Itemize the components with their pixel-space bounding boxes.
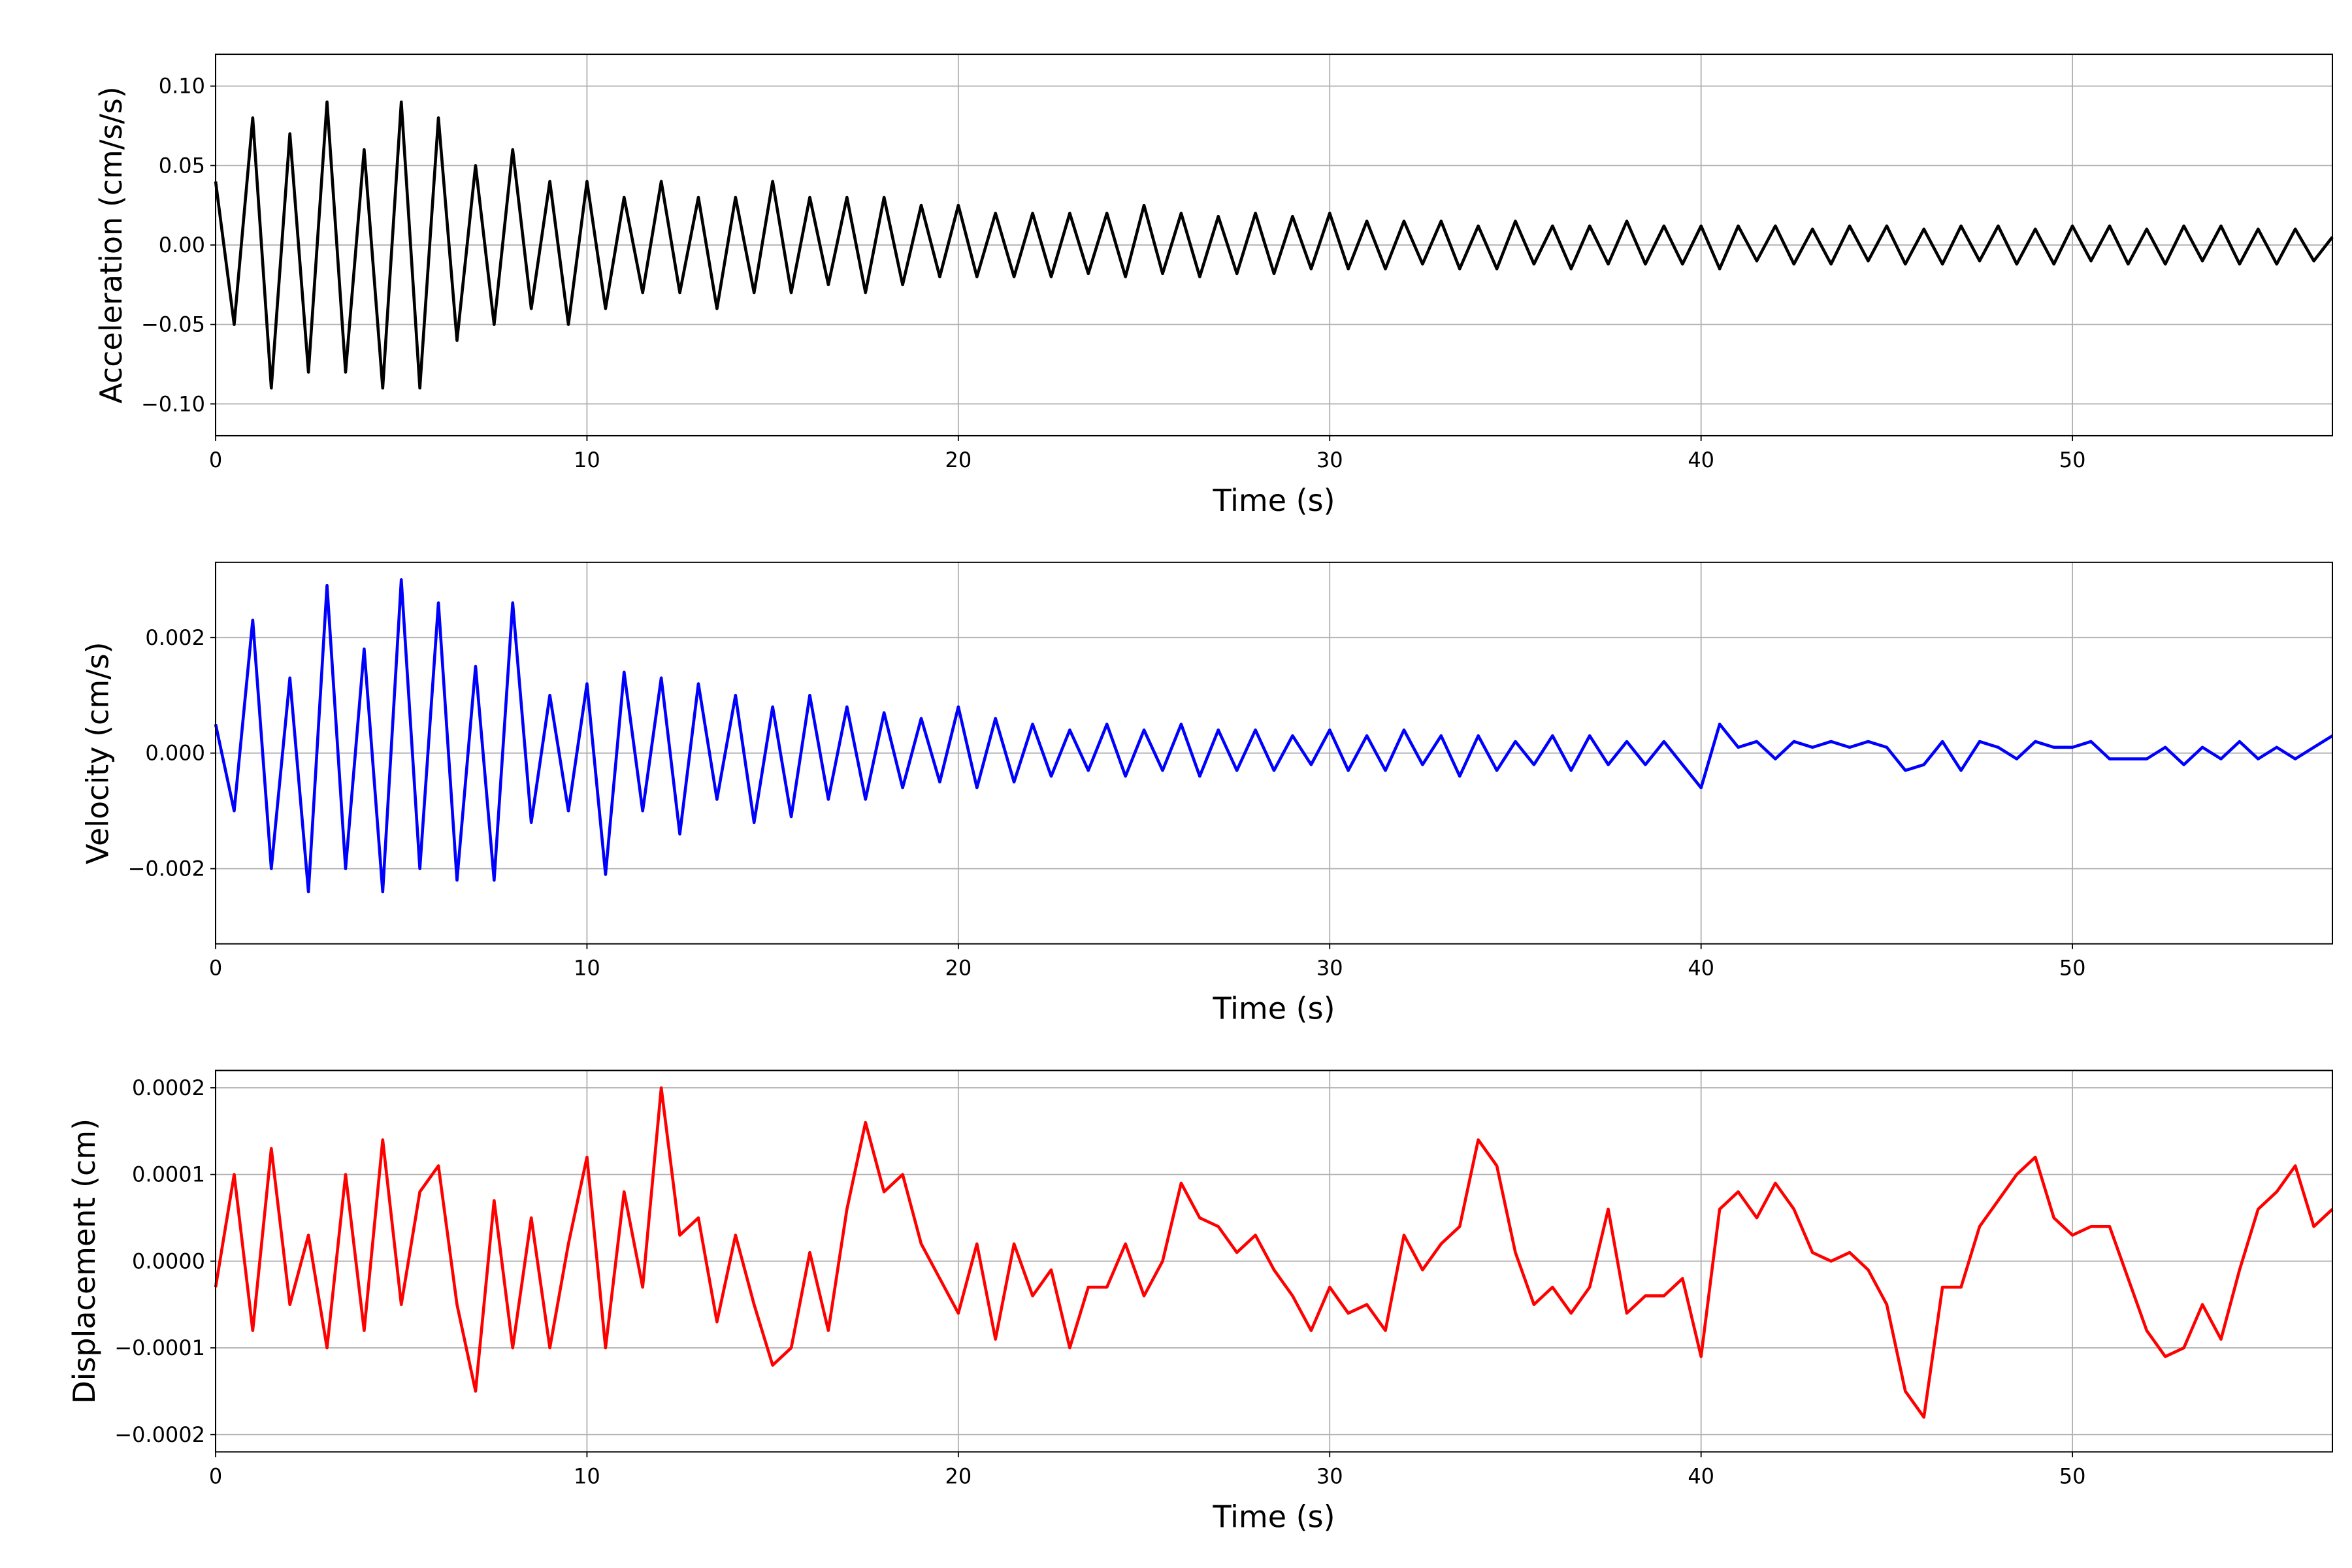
y-tick-label: 0.000 xyxy=(145,741,205,766)
x-tick-label: 0 xyxy=(209,448,222,472)
x-tick-label: 10 xyxy=(574,448,600,472)
data-line xyxy=(214,578,2334,894)
x-tick-label: 30 xyxy=(1316,448,1343,472)
y-tick-label: −0.05 xyxy=(141,312,205,337)
x-tick-label: 20 xyxy=(945,1463,972,1488)
data-line xyxy=(214,1086,2334,1419)
x-axis-label: Time (s) xyxy=(1212,483,1335,518)
y-axis-label: Displacement (cm) xyxy=(67,1119,102,1404)
x-tick-label: 20 xyxy=(945,448,972,472)
x-tick-label: 50 xyxy=(2059,1463,2086,1488)
plot-frame xyxy=(215,1070,2333,1453)
x-tick-label: 20 xyxy=(945,956,972,981)
y-tick-label: −0.0002 xyxy=(114,1422,205,1447)
y-tick-label: 0.0000 xyxy=(132,1249,205,1273)
x-tick-label: 40 xyxy=(1688,448,1714,472)
y-axis-label: Acceleration (cm/s/s) xyxy=(93,86,129,403)
x-tick-label: 10 xyxy=(574,956,600,981)
x-axis-label: Time (s) xyxy=(1212,1499,1335,1534)
y-tick-label: 0.10 xyxy=(159,74,205,99)
x-tick-label: 30 xyxy=(1316,1463,1343,1488)
y-tick-label: −0.002 xyxy=(128,857,205,881)
y-tick-label: 0.00 xyxy=(159,233,205,257)
y-tick-label: 0.05 xyxy=(159,153,205,178)
plot-frame xyxy=(215,54,2333,436)
x-tick-label: 10 xyxy=(574,1463,600,1488)
data-line xyxy=(214,100,2334,390)
plot-frame xyxy=(215,561,2333,945)
y-tick-label: −0.0001 xyxy=(114,1335,205,1360)
x-axis-label: Time (s) xyxy=(1212,991,1335,1026)
y-tick-label: −0.10 xyxy=(141,391,205,416)
x-tick-label: 50 xyxy=(2059,956,2086,981)
y-tick-label: 0.0001 xyxy=(132,1162,205,1187)
y-tick-label: 0.0002 xyxy=(132,1075,205,1100)
x-tick-label: 50 xyxy=(2059,448,2086,472)
x-tick-label: 40 xyxy=(1688,956,1714,981)
y-axis-label: Velocity (cm/s) xyxy=(80,642,116,864)
y-tick-label: 0.002 xyxy=(145,625,205,650)
x-tick-label: 0 xyxy=(209,1463,222,1488)
x-tick-label: 40 xyxy=(1688,1463,1714,1488)
x-tick-label: 30 xyxy=(1316,956,1343,981)
x-tick-label: 0 xyxy=(209,956,222,981)
